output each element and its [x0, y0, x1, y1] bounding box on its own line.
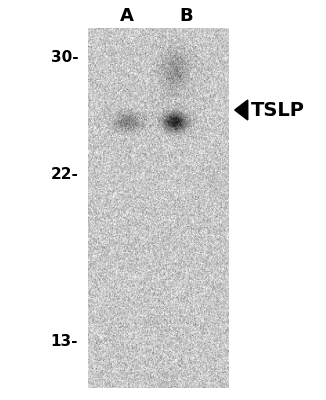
Text: 22-: 22-: [50, 166, 78, 182]
Text: TSLP: TSLP: [251, 100, 305, 120]
Text: B: B: [179, 7, 193, 25]
Text: 13-: 13-: [51, 334, 78, 350]
Polygon shape: [235, 100, 248, 120]
Text: A: A: [120, 7, 134, 25]
Text: 30-: 30-: [51, 50, 78, 66]
